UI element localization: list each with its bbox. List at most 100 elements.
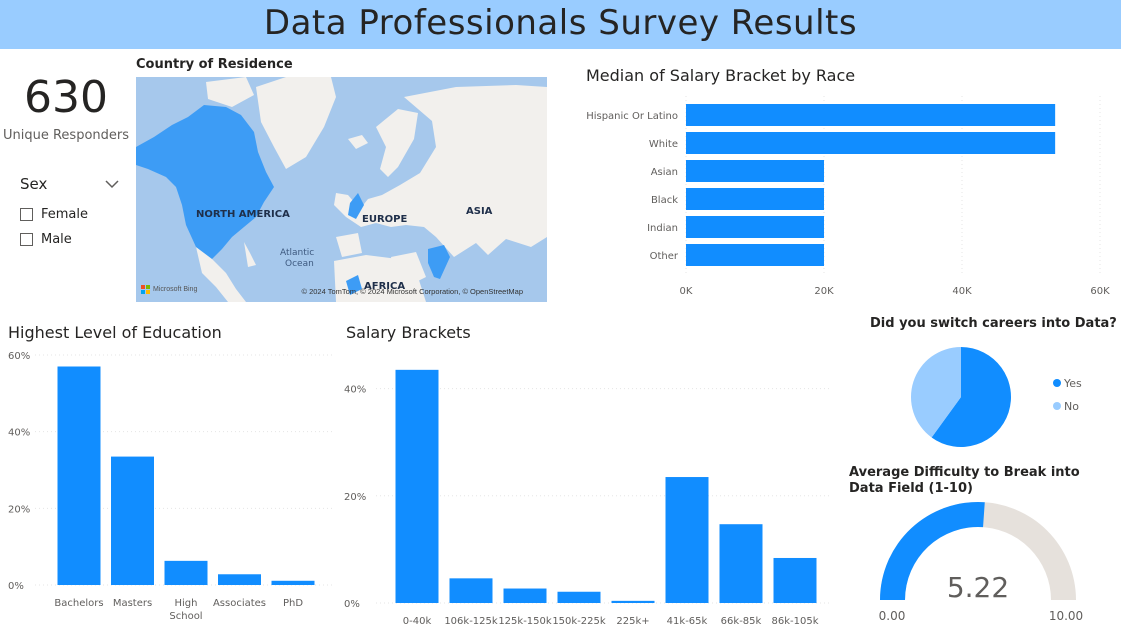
salary-chart-title: Salary Brackets [346, 323, 471, 342]
y-tick-label: 20% [344, 492, 366, 503]
checkbox-male[interactable] [20, 233, 33, 246]
x-category-label: 225k+ [616, 616, 649, 627]
slicer-option-male[interactable]: Male [20, 227, 120, 252]
x-category-label: 66k-85k [721, 616, 762, 627]
switch-pie-chart[interactable]: Yes No [900, 340, 1100, 456]
title-bar: Data Professionals Survey Results [0, 0, 1121, 49]
japan-shape [536, 181, 547, 207]
microsoft-logo-icon [141, 285, 150, 294]
bar[interactable] [686, 104, 1056, 126]
race-bar-chart[interactable]: 0K 20K 40K 60K Hispanic Or Latino White Asian B… [580, 92, 1110, 302]
bar[interactable] [449, 578, 493, 603]
nigeria-shape [346, 275, 362, 295]
kpi-card: 630 Unique Responders [0, 70, 132, 143]
bar[interactable] [218, 574, 261, 585]
eurasia-shape [334, 85, 547, 257]
education-bar-chart[interactable]: 0% 20% 40% 60% Bachelors Masters High School Ass… [0, 345, 340, 630]
y-category-label: Black [651, 195, 678, 206]
difficulty-gauge[interactable]: 5.22 0.00 10.00 [860, 495, 1100, 630]
bar[interactable] [719, 524, 763, 603]
bar[interactable] [686, 244, 824, 266]
north-america-shape [136, 105, 274, 267]
bar[interactable] [686, 188, 824, 210]
greenland-shape [256, 77, 336, 169]
iceland-shape [348, 135, 368, 149]
y-tick-label: 60% [8, 351, 30, 362]
y-tick-label: 40% [8, 428, 30, 439]
x-category-label: 106k-125k [444, 616, 498, 627]
india-shape [428, 245, 450, 279]
central-america-shape [196, 247, 246, 302]
arctic-islands-shape [206, 77, 254, 107]
x-category-label: PhD [283, 598, 303, 609]
bing-logo-text: Microsoft Bing [153, 286, 198, 293]
bar[interactable] [686, 132, 1056, 154]
x-tick-label: 0K [680, 286, 693, 297]
arabia-shape [391, 252, 426, 287]
y-tick-label: 40% [344, 385, 366, 396]
y-tick-label: 0% [344, 599, 360, 610]
x-tick-label: 40K [952, 286, 972, 297]
education-chart-title: Highest Level of Education [8, 323, 222, 342]
world-map: NORTH AMERICA EUROPE ASIA AFRICA Atlanti… [136, 77, 547, 302]
scandinavia-shape [376, 109, 418, 177]
switch-chart-title: Did you switch careers into Data? [870, 316, 1117, 331]
bar[interactable] [57, 366, 101, 586]
chevron-down-icon[interactable] [104, 176, 120, 192]
map-label-ocean-2: Ocean [285, 259, 314, 269]
x-category-label: 125k-150k [498, 616, 552, 627]
bar[interactable] [611, 600, 655, 603]
bar[interactable] [111, 456, 154, 585]
bar[interactable] [503, 588, 547, 603]
map-credit[interactable]: © 2024 TomTom, © 2024 Microsoft Corporat… [301, 287, 523, 296]
bar[interactable] [395, 369, 439, 603]
legend-swatch [1053, 402, 1061, 410]
x-category-label: Bachelors [54, 598, 103, 609]
bar[interactable] [164, 560, 208, 585]
y-category-label: Hispanic Or Latino [586, 111, 678, 122]
map-label-asia: ASIA [466, 206, 493, 217]
slicer-option-label: Male [41, 232, 72, 247]
bar[interactable] [773, 557, 817, 603]
salary-bar-chart[interactable]: 0% 20% 40% 0-40k 106k-125k 125k-150k 150k-225k… [336, 345, 836, 630]
gauge-fill[interactable] [880, 502, 985, 600]
map-visual[interactable]: NORTH AMERICA EUROPE ASIA AFRICA Atlanti… [136, 77, 547, 302]
x-category-label: Associates [213, 598, 266, 609]
legend-swatch [1053, 379, 1061, 387]
checkbox-female[interactable] [20, 208, 33, 221]
gauge-max-label: 10.00 [1049, 609, 1083, 623]
race-chart-title: Median of Salary Bracket by Race [586, 66, 856, 85]
pie-slice[interactable] [931, 347, 1011, 447]
map-label-africa: AFRICA [364, 281, 405, 292]
iberia-shape [336, 233, 362, 257]
slicer-header[interactable]: Sex [20, 172, 120, 196]
x-tick-label: 60K [1090, 286, 1110, 297]
map-label-europe: EUROPE [362, 214, 407, 225]
map-label-north-america: NORTH AMERICA [196, 209, 290, 220]
gauge-value: 5.22 [947, 571, 1009, 604]
bar[interactable] [271, 580, 315, 585]
x-category-label: High [175, 598, 198, 609]
kpi-value: 630 [24, 72, 108, 123]
caribbean-shape [244, 242, 256, 267]
slicer-option-female[interactable]: Female [20, 202, 120, 227]
bar[interactable] [665, 477, 709, 603]
y-category-label: Other [650, 251, 679, 262]
y-category-label: Asian [651, 167, 678, 178]
gauge-min-label: 0.00 [879, 609, 906, 623]
x-category-label: Masters [113, 598, 152, 609]
bar[interactable] [686, 160, 824, 182]
x-category-label: 0-40k [403, 616, 432, 627]
map-title: Country of Residence [136, 57, 293, 72]
page-title: Data Professionals Survey Results [263, 3, 858, 43]
uk-shape [348, 193, 364, 219]
legend-label[interactable]: Yes [1063, 377, 1082, 390]
legend-label[interactable]: No [1064, 400, 1079, 413]
bing-logo: Microsoft Bing [141, 285, 197, 294]
pie-slice[interactable] [911, 347, 961, 438]
difficulty-gauge-title: Average Difficulty to Break into Data Fi… [849, 465, 1080, 496]
map-label-ocean-1: Atlantic [280, 248, 314, 258]
bar[interactable] [557, 591, 601, 603]
bar[interactable] [686, 216, 824, 238]
y-tick-label: 0% [8, 581, 24, 592]
